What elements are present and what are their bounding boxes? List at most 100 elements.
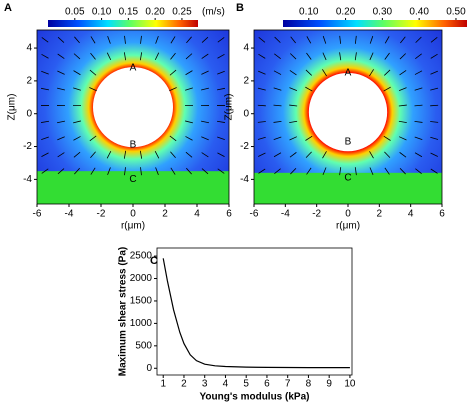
flow-arrow xyxy=(123,150,127,159)
flow-arrow xyxy=(217,53,225,59)
flow-arrow xyxy=(139,52,143,61)
colorbar-tick-label: 0.10 xyxy=(299,7,319,18)
flow-arrow xyxy=(384,167,390,175)
colorbar-tick-label: 0.50 xyxy=(446,7,466,18)
flow-arrow xyxy=(430,53,438,59)
colorbar-tick-label: 0.20 xyxy=(336,7,356,18)
flow-arrow xyxy=(430,37,438,43)
flow-arrow xyxy=(306,167,312,175)
flow-arrow xyxy=(201,53,209,59)
flow-arrow xyxy=(170,52,176,60)
x-axis-label: Young's modulus (kPa) xyxy=(200,392,310,403)
field-plot xyxy=(254,30,442,204)
flow-arrow xyxy=(106,52,112,61)
flow-arrow xyxy=(415,53,422,59)
point-label: A xyxy=(345,67,352,78)
flow-arrow xyxy=(414,120,423,123)
flow-arrow xyxy=(354,167,357,176)
flow-arrow xyxy=(398,104,407,107)
flow-arrow xyxy=(273,120,282,123)
point-label: C xyxy=(129,174,136,185)
flow-arrow xyxy=(185,151,193,158)
flow-arrow xyxy=(305,86,313,92)
y-tick-label: -4 xyxy=(23,174,32,185)
flow-arrow xyxy=(185,70,193,76)
y-tick-label: 4 xyxy=(243,43,249,54)
flow-arrow xyxy=(217,168,225,174)
flow-arrow xyxy=(90,52,96,60)
flow-arrow xyxy=(339,35,342,44)
flow-arrow xyxy=(89,135,97,142)
flow-arrow xyxy=(217,37,225,43)
flow-arrow xyxy=(273,104,282,107)
flow-arrow xyxy=(185,136,193,141)
flow-arrow xyxy=(74,36,80,44)
flow-arrow xyxy=(169,87,177,92)
flow-arrow xyxy=(216,87,226,91)
flow-arrow xyxy=(201,36,209,43)
flow-arrow xyxy=(258,37,266,43)
flow-arrow xyxy=(57,168,65,175)
flow-arrow xyxy=(289,120,298,123)
flow-arrow xyxy=(57,53,65,59)
flow-arrow xyxy=(306,52,312,60)
flow-arrow xyxy=(41,53,49,59)
colorbar-tick-label: 0.05 xyxy=(65,7,85,18)
flow-arrow xyxy=(155,167,159,176)
flow-arrow xyxy=(57,136,65,141)
x-tick-label: 6 xyxy=(264,379,270,390)
flow-arrow xyxy=(305,151,312,158)
flow-arrow xyxy=(430,87,439,91)
colorbar-tick-label: 0.20 xyxy=(145,7,165,18)
flow-arrow xyxy=(415,36,422,43)
flow-arrow xyxy=(201,168,209,175)
flow-arrow xyxy=(124,167,126,176)
flow-arrow xyxy=(414,70,423,75)
flow-arrow xyxy=(57,70,65,75)
flow-arrow xyxy=(369,151,374,159)
flow-arrow xyxy=(384,151,391,158)
x-tick-label: 7 xyxy=(285,379,291,390)
flow-arrow xyxy=(216,120,226,123)
flow-arrow xyxy=(89,69,97,76)
flow-arrow xyxy=(398,120,407,123)
flow-arrow xyxy=(339,167,342,176)
flow-arrow xyxy=(305,69,312,76)
y-tick-label: 2500 xyxy=(130,251,153,262)
x-tick-label: 8 xyxy=(306,379,312,390)
flow-arrow xyxy=(289,70,297,76)
flow-arrow xyxy=(40,87,50,91)
flow-arrow xyxy=(430,152,438,157)
flow-arrow xyxy=(106,151,112,159)
x-tick-label: 9 xyxy=(326,379,332,390)
flow-arrow xyxy=(306,36,312,44)
flow-arrow xyxy=(74,167,80,175)
flow-arrow xyxy=(384,69,391,76)
field-plot xyxy=(37,30,229,204)
flow-arrow xyxy=(139,150,143,159)
x-tick-label: 3 xyxy=(202,379,208,390)
flow-arrow xyxy=(322,151,327,159)
x-tick-label: 2 xyxy=(377,209,383,220)
y-tick-label: 1500 xyxy=(130,296,153,307)
flow-arrow xyxy=(186,167,192,175)
flow-arrow xyxy=(274,36,281,43)
x-tick-label: 4 xyxy=(194,209,200,220)
flow-arrow xyxy=(430,168,438,174)
flow-arrow xyxy=(73,53,81,60)
flow-arrow xyxy=(289,104,298,107)
y-axis-label: Z(μm) xyxy=(224,94,235,121)
flow-arrow xyxy=(290,53,297,60)
flow-arrow xyxy=(200,120,210,124)
flow-arrow xyxy=(322,69,327,77)
flow-arrow xyxy=(354,52,357,61)
y-tick-label: 2000 xyxy=(130,273,153,284)
flow-arrow xyxy=(217,70,225,75)
flow-arrow xyxy=(73,151,81,158)
flow-arrow xyxy=(400,36,406,44)
panel-label: A xyxy=(4,2,12,14)
flow-arrow xyxy=(124,35,126,44)
flow-arrow xyxy=(399,136,407,141)
flow-arrow xyxy=(274,53,281,59)
colorbar xyxy=(48,20,198,27)
